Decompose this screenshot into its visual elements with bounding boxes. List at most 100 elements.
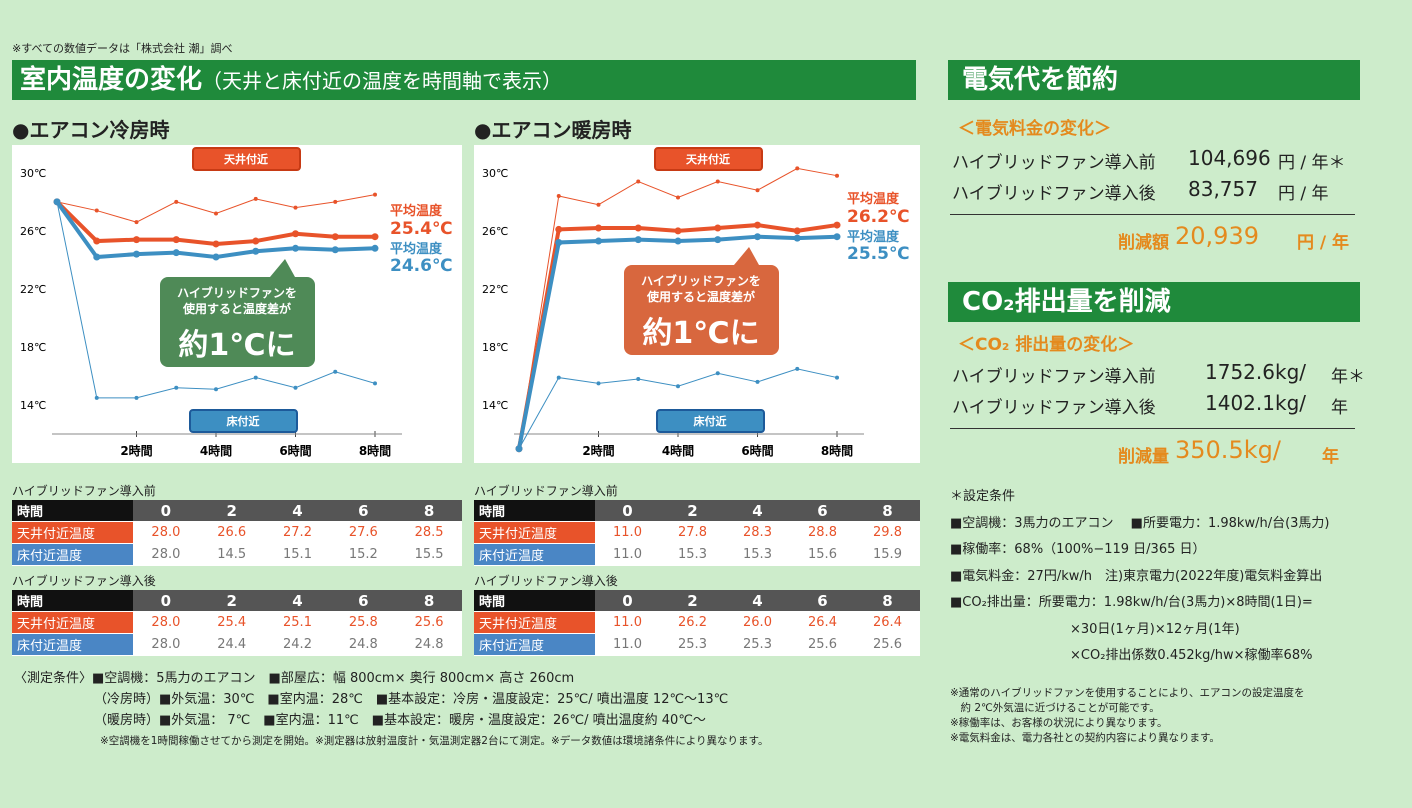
table: 時間 0 2 4 6 8 天井付近温度 11.0 27.8 28.3 28.8 29.8 床付近温度 11… [474, 500, 920, 566]
table-cell: 床付近温度 [474, 543, 595, 566]
point [795, 366, 800, 371]
x-tick-label: 8時間 [821, 443, 853, 458]
point [253, 375, 258, 380]
callout-text: 使用すると温度差が [646, 289, 755, 304]
table-cell: 11.0 [595, 521, 660, 544]
x-tick-label: 8時間 [359, 443, 391, 458]
point [833, 221, 841, 229]
table-cell: 天井付近温度 [474, 611, 595, 634]
table-caption: ハイブリッドファン導入後 [474, 574, 618, 588]
chart-title: ●エアコン冷房時 [12, 118, 170, 142]
point [515, 445, 523, 453]
point [172, 249, 180, 257]
y-tick-label: 30℃ [20, 167, 46, 180]
table-cell: 25.6 [855, 633, 920, 656]
footnote: ※稼働率は、お客様の状況により異なります。 [950, 717, 1168, 729]
callout-text: ハイブリッドファンを [177, 285, 297, 300]
rule [950, 428, 1355, 429]
callout-pointer [734, 247, 759, 265]
table-cell: 29.8 [855, 521, 920, 544]
point [172, 236, 180, 244]
callout [160, 277, 315, 367]
rule [950, 214, 1355, 215]
table-cell: 15.1 [264, 543, 331, 566]
point [795, 166, 800, 171]
callout-text: 約1℃に [642, 316, 759, 351]
table-cell: 8 [855, 590, 920, 612]
point [714, 224, 722, 232]
table-cell: 15.6 [790, 543, 855, 566]
unit: 年 [1331, 398, 1348, 418]
table-cell: 8 [396, 590, 462, 612]
point [835, 375, 839, 380]
point [793, 234, 801, 242]
table-row: 床付近温度 11.0 25.3 25.3 25.6 25.6 [474, 633, 920, 656]
table-cell: 14.5 [198, 543, 265, 566]
point [373, 381, 377, 386]
point [134, 395, 139, 400]
table-cell: 6 [790, 500, 855, 522]
point [555, 225, 563, 233]
y-tick-label: 22℃ [482, 283, 508, 296]
point [674, 237, 682, 245]
point [214, 387, 218, 392]
label: ハイブリッドファン導入前 [952, 367, 1156, 387]
line [55, 200, 376, 260]
table-cell: 0 [133, 500, 199, 522]
point [333, 369, 338, 374]
x-tick-label: 2時間 [582, 443, 614, 458]
value: 1752.6kg/ [1205, 360, 1306, 384]
condition: ※空調機を1時間稼働させてから測定を開始。※測定器は放射温度計・気温測定器2台に… [100, 735, 769, 747]
table-cell: 28.0 [133, 543, 199, 566]
table-cell: 15.3 [725, 543, 790, 566]
table-cell: 28.3 [725, 521, 790, 544]
reduction-label: 削減量 [1118, 447, 1169, 467]
condition: （暖房時）■外気温： 7℃ ■室内温：11℃ ■基本設定：暖房・温度設定：26℃… [94, 713, 706, 728]
table-cell: 24.8 [396, 633, 462, 656]
point [674, 227, 682, 235]
point [293, 205, 298, 210]
table-caption: ハイブリッドファン導入後 [12, 574, 156, 588]
callout [624, 265, 779, 355]
condition: 〈測定条件〉■空調機：5馬力のエアコン ■部屋広：幅 800cm× 奥行 800… [14, 671, 575, 686]
table-cell: 28.8 [790, 521, 855, 544]
line [56, 194, 376, 223]
table-cell: 6 [790, 590, 855, 612]
footnote: ※電気料金は、電力各社との契約内容により異なります。 [950, 732, 1220, 744]
point [793, 227, 801, 235]
point [94, 208, 99, 213]
table-cell: 25.3 [725, 633, 790, 656]
point [833, 233, 841, 241]
point [252, 247, 260, 255]
table-cell: 15.2 [330, 543, 397, 566]
section-header: CO₂排出量を削減 [948, 282, 1360, 322]
y-tick-label: 18℃ [20, 341, 46, 354]
chart-title: ●エアコン暖房時 [474, 118, 632, 142]
point [555, 239, 563, 246]
point [292, 244, 299, 252]
y-tick-label: 14℃ [20, 399, 46, 412]
table-row: 床付近温度 11.0 15.3 15.3 15.6 15.9 [474, 543, 920, 566]
y-tick-label: 14℃ [482, 399, 508, 412]
y-tick-label: 26℃ [482, 225, 508, 238]
table-cell: 25.4 [198, 611, 265, 634]
avg-value: 25.4℃ [390, 219, 453, 239]
point [636, 377, 641, 382]
y-tick-label: 22℃ [20, 283, 46, 296]
table-cell: 25.1 [264, 611, 331, 634]
reduction-unit: 年 [1322, 447, 1339, 467]
table-row: 天井付近温度 28.0 26.6 27.2 27.6 28.5 [12, 521, 462, 544]
table-cell: 床付近温度 [12, 543, 133, 566]
point [715, 179, 720, 184]
setting: ×30日(1ヶ月)×12ヶ月(1年) [1070, 621, 1240, 637]
table-row: 時間 0 2 4 6 8 [12, 500, 462, 522]
table-row: 天井付近温度 11.0 27.8 28.3 28.8 29.8 [474, 521, 920, 544]
footnote: ※通常のハイブリッドファンを使用することにより、エアコンの設定温度を [950, 687, 1305, 699]
table: 時間 0 2 4 6 8 天井付近温度 11.0 26.2 26.0 26.4 26.4 床付近温度 11… [474, 590, 920, 656]
setting: ■電気料金：27円/kw/h 注)東京電力(2022年度)電気料金算出 [950, 568, 1323, 584]
point [755, 188, 760, 193]
table-cell: 26.4 [855, 611, 920, 634]
table-cell: 2 [198, 590, 265, 612]
